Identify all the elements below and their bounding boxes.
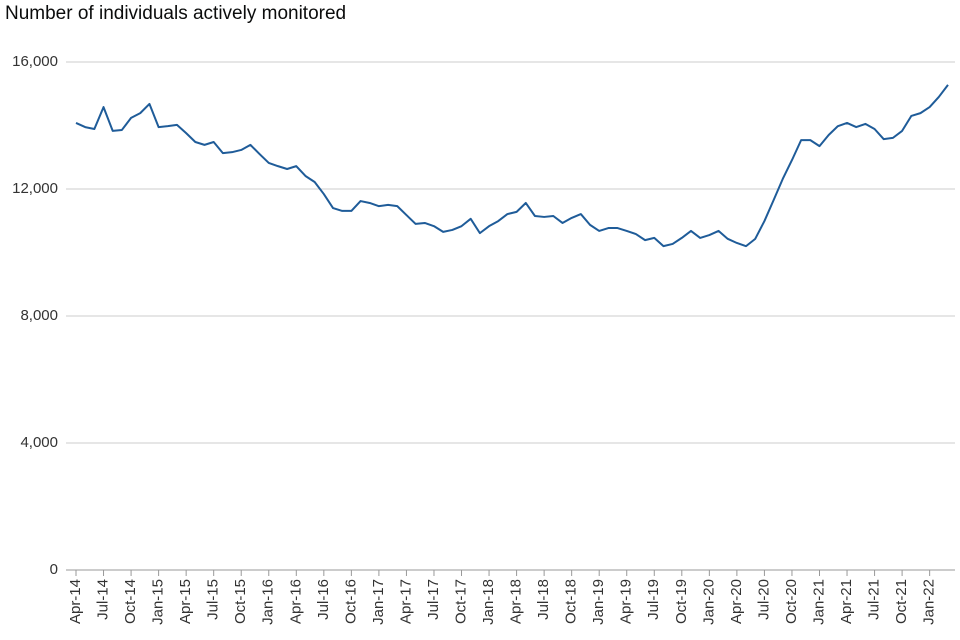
y-tick-label: 4,000 bbox=[20, 434, 58, 451]
x-tick-label: Apr-21 bbox=[838, 579, 855, 624]
x-tick-label: Jan-22 bbox=[921, 579, 938, 625]
x-tick-label: Oct-18 bbox=[563, 579, 580, 624]
x-tick-label: Jul-17 bbox=[425, 579, 442, 620]
x-tick-label: Oct-19 bbox=[673, 579, 690, 624]
x-tick-label: Oct-14 bbox=[122, 579, 139, 624]
x-tick-label: Jul-20 bbox=[755, 579, 772, 620]
x-tick-label: Jul-18 bbox=[535, 579, 552, 620]
x-tick-label: Oct-20 bbox=[783, 579, 800, 624]
x-tick-label: Oct-15 bbox=[232, 579, 249, 624]
x-tick-label: Apr-16 bbox=[287, 579, 304, 624]
x-tick-label: Apr-20 bbox=[728, 579, 745, 624]
x-tick-label: Apr-17 bbox=[397, 579, 414, 624]
x-tick-label: Oct-16 bbox=[342, 579, 359, 624]
x-tick-label: Apr-19 bbox=[618, 579, 635, 624]
x-tick-label: Jul-15 bbox=[205, 579, 222, 620]
x-tick-label: Jul-16 bbox=[315, 579, 332, 620]
y-tick-label: 8,000 bbox=[20, 307, 58, 324]
x-tick-label: Apr-14 bbox=[67, 579, 84, 624]
x-tick-label: Jul-19 bbox=[645, 579, 662, 620]
x-tick-label: Jan-15 bbox=[150, 579, 167, 625]
x-tick-label: Jan-16 bbox=[260, 579, 277, 625]
x-tick-label: Apr-18 bbox=[508, 579, 525, 624]
y-tick-label: 0 bbox=[50, 561, 58, 578]
x-tick-label: Jul-21 bbox=[866, 579, 883, 620]
y-tick-label: 12,000 bbox=[12, 180, 58, 197]
x-tick-label: Jan-21 bbox=[810, 579, 827, 625]
x-tick-label: Jan-17 bbox=[370, 579, 387, 625]
y-tick-label: 16,000 bbox=[12, 53, 58, 70]
x-tick-label: Jan-18 bbox=[480, 579, 497, 625]
chart-title: Number of individuals actively monitored bbox=[5, 3, 346, 24]
data-line bbox=[75, 84, 949, 248]
x-tick-label: Jul-14 bbox=[95, 579, 112, 620]
x-tick-label: Jan-20 bbox=[700, 579, 717, 625]
x-tick-label: Oct-21 bbox=[893, 579, 910, 624]
x-tick-label: Jan-19 bbox=[590, 579, 607, 625]
x-tick-label: Apr-15 bbox=[177, 579, 194, 624]
x-tick-label: Oct-17 bbox=[452, 579, 469, 624]
